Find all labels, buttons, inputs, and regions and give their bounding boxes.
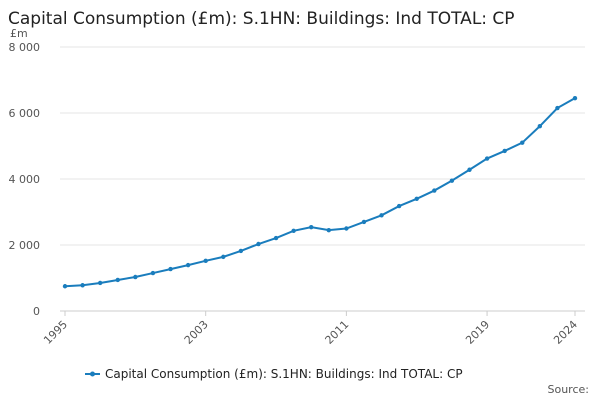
y-unit: £m [10, 27, 28, 40]
source: Source: [548, 383, 590, 396]
data-point [555, 105, 560, 111]
data-point [467, 167, 472, 172]
data-point [414, 196, 419, 201]
data-point [520, 140, 525, 145]
data-point [379, 213, 384, 218]
data-point [185, 262, 191, 268]
data-point [572, 95, 578, 101]
x-tick-label: 2024 [551, 318, 580, 347]
data-point [150, 270, 156, 276]
data-point [484, 156, 490, 161]
x-tick-label: 2003 [182, 318, 211, 347]
y-tick-label: 8 000 [9, 41, 41, 54]
series-line [64, 97, 576, 288]
legend-label: Capital Consumption (£m): S.1HN: Buildin… [105, 367, 463, 381]
data-point [344, 226, 349, 231]
data-point [309, 224, 314, 230]
data-point [502, 148, 507, 154]
y-tick-label: 0 [33, 305, 40, 318]
data-point [168, 266, 173, 272]
data-point [62, 284, 68, 289]
data-point [203, 258, 208, 264]
data-point [361, 219, 367, 225]
data-point [115, 277, 120, 283]
data-point [80, 283, 85, 288]
data-point [396, 203, 402, 209]
data-point [432, 188, 437, 193]
data-point [291, 228, 296, 234]
legend-marker [90, 371, 95, 377]
chart-title: Capital Consumption (£m): S.1HN: Buildin… [8, 9, 515, 29]
y-tick-label: 2 000 [9, 239, 41, 252]
data-point [273, 235, 279, 241]
data-point [97, 280, 103, 286]
data-point [449, 178, 455, 183]
y-tick-label: 6 000 [9, 107, 41, 120]
data-point [221, 254, 226, 260]
data-point [133, 274, 138, 280]
data-point [256, 241, 261, 247]
x-tick-label: 2011 [323, 318, 352, 347]
data-point [238, 248, 244, 254]
x-tick-label: 2019 [463, 318, 492, 347]
data-point [537, 124, 543, 129]
x-tick-label: 1995 [41, 318, 70, 347]
y-tick-label: 4 000 [9, 173, 41, 186]
data-point [326, 227, 331, 233]
